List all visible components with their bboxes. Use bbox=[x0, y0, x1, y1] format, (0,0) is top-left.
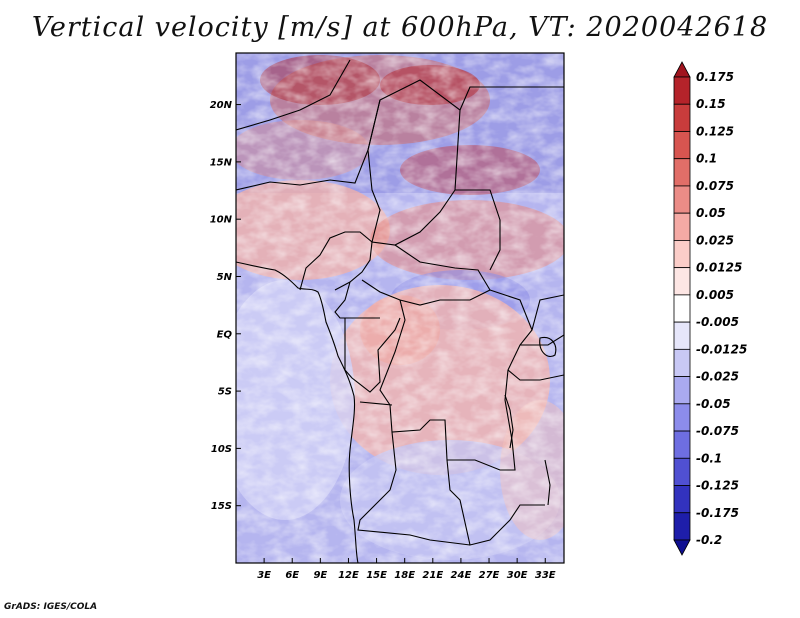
lat-tick-label: 10S bbox=[211, 444, 232, 455]
longitude-axis: 3E 6E 9E 12E 15E 18E 21E 24E 27E 30E 33E bbox=[257, 558, 556, 581]
colorbar-swatch bbox=[673, 485, 691, 514]
colorbar-label: -0.025 bbox=[696, 370, 739, 384]
lon-tick-label: 6E bbox=[285, 570, 299, 581]
colorbar-swatch bbox=[673, 131, 691, 160]
colorbar-label: 0.0125 bbox=[696, 261, 742, 275]
colorbar-swatch bbox=[673, 240, 691, 269]
lon-tick-label: 3E bbox=[257, 570, 271, 581]
colorbar-swatch bbox=[673, 185, 691, 214]
borders bbox=[236, 59, 564, 563]
grads-credit: GrADS: IGES/COLA bbox=[4, 602, 98, 612]
colorbar-label: -0.2 bbox=[696, 533, 722, 547]
colorbar-label: -0.075 bbox=[696, 424, 739, 438]
colorbar-label: 0.125 bbox=[696, 124, 734, 138]
lon-tick-label: 15E bbox=[366, 570, 387, 581]
lon-tick-label: 27E bbox=[479, 570, 500, 581]
plot-title: Vertical velocity [m/s] at 600hPa, VT: 2… bbox=[31, 12, 769, 43]
map-frame bbox=[235, 52, 565, 564]
colorbar-label: 0.05 bbox=[696, 206, 726, 220]
coastline bbox=[236, 261, 359, 563]
lon-tick-label: 24E bbox=[451, 570, 472, 581]
border-chad bbox=[367, 79, 461, 246]
colorbar-label: 0.025 bbox=[696, 233, 734, 247]
lon-tick-label: 9E bbox=[313, 570, 327, 581]
colorbar-label: -0.0125 bbox=[696, 342, 747, 356]
colorbar-label: -0.175 bbox=[696, 506, 739, 520]
colorbar-swatch bbox=[673, 294, 691, 323]
colorbar-label: 0.175 bbox=[696, 70, 734, 84]
colorbar-swatch bbox=[673, 430, 691, 459]
colorbar-label: -0.05 bbox=[696, 397, 731, 411]
lon-tick-label: 18E bbox=[394, 570, 415, 581]
border-east bbox=[507, 294, 564, 381]
colorbar-swatch bbox=[673, 267, 691, 296]
border-sudan bbox=[455, 86, 564, 271]
colorbar-label: 0.075 bbox=[696, 179, 734, 193]
border-congo bbox=[344, 317, 401, 393]
colorbar-label: -0.005 bbox=[696, 315, 739, 329]
colorbar-swatch bbox=[673, 321, 691, 350]
lake-victoria bbox=[539, 336, 557, 357]
colorbar-max-arrow bbox=[673, 61, 691, 78]
velocity-field bbox=[236, 53, 564, 563]
colorbar-label: 0.1 bbox=[696, 152, 717, 166]
lake-tanganyika bbox=[504, 394, 514, 449]
border-angola bbox=[357, 401, 471, 546]
colorbar: 0.175 0.15 0.125 0.1 0.075 0.05 0.025 0.0125 0.0… bbox=[673, 61, 747, 556]
border-car bbox=[361, 244, 491, 306]
colorbar-swatch bbox=[673, 348, 691, 377]
colorbar-swatch bbox=[673, 403, 691, 432]
lat-tick-label: 15S bbox=[211, 501, 232, 512]
lat-tick-label: 5N bbox=[217, 272, 233, 283]
border-mali bbox=[236, 59, 351, 131]
lat-tick-label: 10N bbox=[210, 215, 233, 226]
lat-tick-label: 20N bbox=[210, 100, 233, 111]
colorbar-swatch bbox=[673, 457, 691, 486]
border-niger bbox=[236, 99, 381, 191]
colorbar-label: 0.15 bbox=[696, 97, 726, 111]
colorbar-label: -0.1 bbox=[696, 451, 722, 465]
colorbar-swatch bbox=[673, 76, 691, 105]
colorbar-swatch bbox=[673, 512, 691, 541]
colorbar-label: -0.125 bbox=[696, 479, 739, 493]
border-zambia bbox=[446, 459, 545, 546]
lon-tick-label: 21E bbox=[422, 570, 443, 581]
border-nigeria bbox=[299, 231, 373, 291]
border-drc bbox=[379, 289, 533, 471]
lon-tick-label: 33E bbox=[535, 570, 556, 581]
lake-malawi bbox=[544, 459, 551, 506]
colorbar-swatch bbox=[673, 212, 691, 241]
colorbar-swatch bbox=[673, 103, 691, 132]
latitude-axis: 20N 15N 10N 5N EQ 5S 10S 15S bbox=[210, 100, 241, 512]
lat-tick-label: EQ bbox=[217, 329, 233, 340]
colorbar-label: 0.005 bbox=[696, 288, 734, 302]
lon-tick-label: 12E bbox=[338, 570, 359, 581]
lat-tick-label: 15N bbox=[210, 157, 233, 168]
border-cameroon bbox=[334, 281, 380, 319]
colorbar-swatch bbox=[673, 158, 691, 187]
lat-tick-label: 5S bbox=[218, 387, 232, 398]
colorbar-swatch bbox=[673, 376, 691, 405]
colorbar-min-arrow bbox=[673, 539, 691, 556]
lon-tick-label: 30E bbox=[507, 570, 528, 581]
